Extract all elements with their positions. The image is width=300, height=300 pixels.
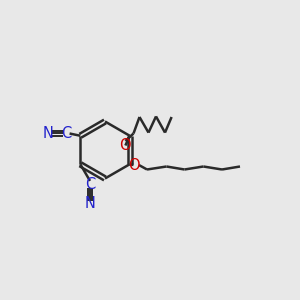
Text: O: O [120, 138, 131, 153]
Text: N: N [85, 196, 95, 211]
Text: C: C [85, 177, 95, 192]
Text: O: O [128, 158, 139, 172]
Text: C: C [61, 126, 71, 141]
Text: N: N [43, 126, 53, 141]
